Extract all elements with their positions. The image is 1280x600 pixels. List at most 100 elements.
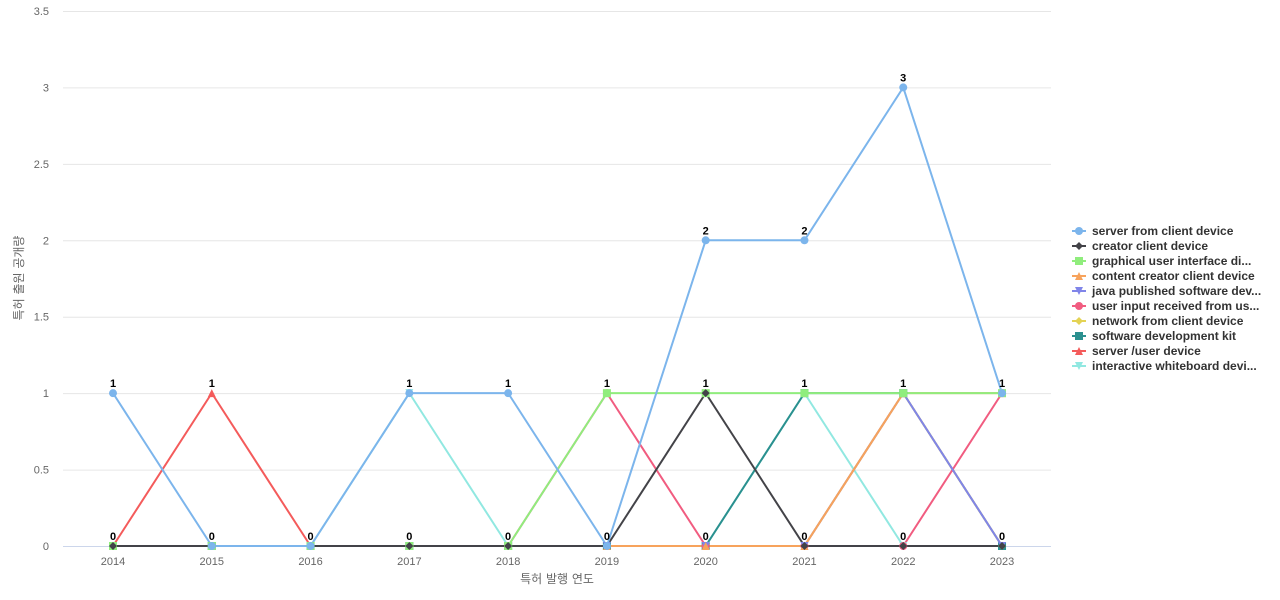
data-point — [109, 542, 117, 550]
data-label: 0 — [999, 531, 1005, 543]
legend-item[interactable]: user input received from us... — [1072, 299, 1259, 313]
x-tick-label: 2021 — [792, 556, 816, 568]
legend-symbol — [1075, 317, 1083, 325]
data-label: 1 — [110, 378, 116, 390]
legend-item[interactable]: graphical user interface di... — [1072, 254, 1251, 268]
data-point — [504, 389, 513, 398]
legend-label: network from client device — [1092, 314, 1244, 328]
data-label: 1 — [209, 378, 215, 390]
y-tick-label: 1.5 — [34, 312, 49, 324]
series-markers — [109, 83, 1007, 550]
x-tick-label: 2018 — [496, 556, 520, 568]
legend-item[interactable]: java published software dev... — [1072, 284, 1261, 298]
data-point — [800, 389, 809, 398]
data-label: 1 — [604, 378, 610, 390]
data-label: 1 — [505, 378, 511, 390]
data-point — [504, 542, 513, 550]
legend-item[interactable]: server from client device — [1072, 224, 1234, 238]
legend-label: graphical user interface di... — [1092, 254, 1251, 268]
data-label: 0 — [209, 531, 215, 543]
data-point — [602, 542, 611, 550]
legend-symbol — [1075, 362, 1083, 370]
legend-symbol — [1075, 257, 1083, 265]
data-label: 0 — [703, 531, 709, 543]
y-tick-label: 0 — [43, 541, 49, 553]
data-label: 0 — [801, 531, 807, 543]
data-point — [405, 542, 414, 550]
grid-lines — [63, 11, 1051, 471]
data-label: 1 — [801, 378, 807, 390]
legend-label: server from client device — [1092, 224, 1234, 238]
data-label: 1 — [900, 378, 906, 390]
legend-item[interactable]: network from client device — [1072, 314, 1244, 328]
legend-label: software development kit — [1092, 329, 1236, 343]
series-lines — [112, 86, 1004, 547]
data-point — [800, 542, 809, 550]
data-label: 0 — [900, 531, 906, 543]
x-tick-label: 2016 — [298, 556, 322, 568]
data-label: 2 — [703, 225, 709, 237]
x-tick-label: 2022 — [891, 556, 915, 568]
x-tick-label: 2014 — [101, 556, 125, 568]
x-tick-label: 2023 — [990, 556, 1014, 568]
x-axis-title: 특허 발행 연도 — [520, 571, 594, 586]
data-point — [899, 389, 908, 398]
data-label: 1 — [703, 378, 709, 390]
legend-item[interactable]: software development kit — [1072, 329, 1236, 343]
x-tick-label: 2015 — [200, 556, 224, 568]
data-point — [899, 83, 908, 92]
data-point — [602, 389, 611, 398]
legend-label: content creator client device — [1092, 269, 1255, 283]
x-tick-label: 2020 — [693, 556, 717, 568]
legend-symbol — [1075, 302, 1083, 310]
data-point — [109, 389, 117, 398]
data-point — [998, 389, 1007, 398]
data-label: 3 — [900, 72, 906, 84]
legend-label: interactive whiteboard devi... — [1092, 359, 1257, 373]
x-tick-label: 2019 — [595, 556, 619, 568]
data-point — [701, 236, 710, 245]
y-tick-label: 1 — [43, 388, 49, 400]
data-label: 0 — [307, 531, 313, 543]
legend-symbol — [1075, 272, 1083, 280]
legend-symbol — [1075, 242, 1083, 250]
data-point — [701, 389, 710, 398]
data-label: 0 — [604, 531, 610, 543]
legend-item[interactable]: content creator client device — [1072, 269, 1255, 283]
legend-item[interactable]: interactive whiteboard devi... — [1072, 359, 1257, 373]
data-label: 0 — [406, 531, 412, 543]
y-tick-label: 2.5 — [34, 159, 49, 171]
legend-symbol — [1075, 227, 1083, 235]
y-axis-title: 특허 출원 공개량 — [12, 236, 26, 321]
data-point — [701, 542, 710, 550]
data-label: 2 — [801, 225, 807, 237]
legend-item[interactable]: creator client device — [1072, 239, 1208, 253]
data-point — [998, 542, 1007, 550]
legend-label: java published software dev... — [1091, 284, 1261, 298]
y-tick-label: 2 — [43, 235, 49, 247]
legend-symbol — [1075, 347, 1083, 355]
data-label: 0 — [505, 531, 511, 543]
legend-label: user input received from us... — [1092, 299, 1259, 313]
data-point — [207, 389, 216, 398]
y-tick-label: 0.5 — [34, 465, 49, 477]
y-tick-label: 3.5 — [34, 6, 49, 18]
y-axis-ticks: 0 0.5 1 1.5 2 2.5 3 3.5 — [34, 6, 49, 553]
data-point — [899, 542, 908, 550]
legend-label: server /user device — [1092, 344, 1201, 358]
legend-symbol — [1075, 287, 1083, 295]
x-tick-label: 2017 — [397, 556, 421, 568]
data-point — [306, 542, 315, 550]
legend-symbol — [1075, 332, 1083, 340]
series-line — [112, 86, 1004, 547]
y-tick-label: 3 — [43, 82, 49, 94]
data-point — [800, 236, 809, 245]
data-label: 1 — [406, 378, 412, 390]
legend-label: creator client device — [1092, 239, 1208, 253]
data-point — [207, 542, 216, 550]
x-axis-ticks: 2014 2015 2016 2017 2018 2019 2020 2021 2022 2023 — [101, 556, 1015, 568]
data-point — [405, 389, 414, 398]
legend-item[interactable]: server /user device — [1072, 344, 1201, 358]
